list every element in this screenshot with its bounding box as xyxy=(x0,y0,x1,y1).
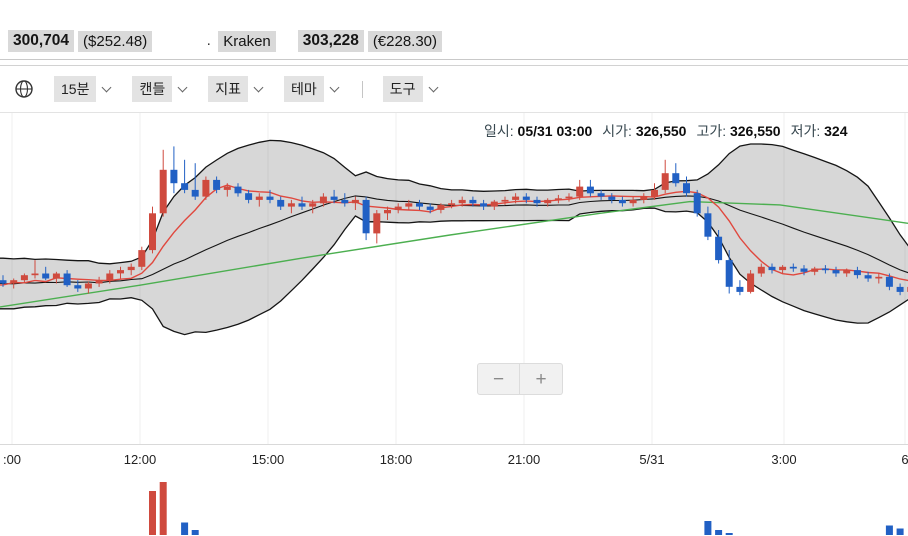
candle-type-label: 캔들 xyxy=(132,76,173,102)
ohlc-field-label: 일시: xyxy=(484,123,518,139)
time-tick: 12:00 xyxy=(123,452,157,467)
ohlc-field-value: 326,550 xyxy=(635,123,687,139)
tools-dropdown[interactable]: 도구 xyxy=(382,76,438,102)
theme-dropdown[interactable]: 테마 xyxy=(283,76,340,102)
interval-dropdown[interactable]: 15분 xyxy=(54,76,112,102)
time-tick: 15:00 xyxy=(251,452,285,467)
time-tick: 6 xyxy=(901,452,908,467)
time-tick: 5/31 xyxy=(639,452,665,467)
ohlc-field-value: 05/31 03:00 xyxy=(517,123,593,139)
ohlc-field-label: 고가: xyxy=(696,123,730,139)
time-tick: :00 xyxy=(2,452,22,467)
chevron-down-icon xyxy=(253,82,264,93)
chart-toolbar: 15분 캔들 지표 테마 도구 xyxy=(0,65,908,113)
indicator-dropdown[interactable]: 지표 xyxy=(208,76,264,102)
interval-label: 15분 xyxy=(54,76,97,102)
toolbar-divider xyxy=(361,80,363,98)
zoom-in-button[interactable]: + xyxy=(520,363,563,395)
secondary-price-eur: (€228.30) xyxy=(367,31,443,52)
zoom-out-button[interactable]: − xyxy=(477,363,520,395)
volume-panel xyxy=(0,478,908,535)
ohlc-field-label: 시가: xyxy=(602,123,636,139)
chevron-down-icon xyxy=(329,82,340,93)
time-tick: 3:00 xyxy=(771,452,797,467)
time-axis: :00 12:00 15:00 18:00 21:00 5/31 3:00 6 xyxy=(0,445,908,478)
time-tick: 21:00 xyxy=(507,452,541,467)
candlestick-chart[interactable] xyxy=(0,113,908,444)
volume-chart xyxy=(149,482,904,535)
price-header: 300,704 ($252.48) · Kraken 303,228 (€228… xyxy=(0,0,908,60)
globe-icon[interactable] xyxy=(14,79,34,99)
ohlc-field-value: 326,550 xyxy=(729,123,781,139)
tools-label: 도구 xyxy=(382,76,423,102)
price-chart[interactable]: 일시: 05/31 03:00 시가: 326,550 고가: 326,550 저가:… xyxy=(0,113,908,445)
indicator-label: 지표 xyxy=(208,76,248,102)
time-tick: 18:00 xyxy=(379,452,413,467)
candle-type-dropdown[interactable]: 캔들 xyxy=(132,76,188,102)
chevron-down-icon xyxy=(102,82,112,93)
primary-price-usd: ($252.48) xyxy=(78,31,153,52)
primary-price: 300,704 xyxy=(8,30,75,52)
secondary-price: 303,228 xyxy=(297,30,364,52)
chevron-down-icon xyxy=(428,82,438,93)
separator-dot: · xyxy=(206,35,212,52)
theme-label: 테마 xyxy=(283,76,324,102)
ohlc-field-label: 저가: xyxy=(790,123,825,139)
chevron-down-icon xyxy=(177,82,188,93)
ohlc-field-value: 324 xyxy=(824,123,848,139)
exchange-name: Kraken xyxy=(218,31,276,52)
zoom-controls: − + xyxy=(477,363,563,395)
ohlc-info: 일시: 05/31 03:00 시가: 326,550 고가: 326,550 저가:… xyxy=(484,121,858,141)
